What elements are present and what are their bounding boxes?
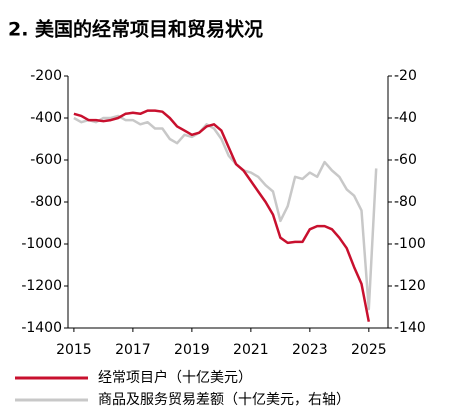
chart-title: 2. 美国的经常项目和贸易状况 [8, 18, 263, 41]
y-tick-label: -1400 [21, 320, 62, 336]
y2-tick-label: -60 [394, 152, 417, 168]
y2-tick-label: -100 [394, 236, 426, 252]
y-tick-label: -1200 [21, 278, 62, 294]
x-tick-label: 2025 [351, 342, 387, 358]
legend-label: 经常项目户（十亿美元） [98, 369, 252, 386]
y-tick-label: -600 [30, 152, 62, 168]
y-tick-label: -400 [30, 110, 62, 126]
y2-tick-label: -40 [394, 110, 417, 126]
series-line [73, 114, 378, 311]
x-tick-label: 2015 [56, 342, 92, 358]
x-tick-label: 2023 [292, 342, 328, 358]
y-tick-label: -800 [30, 194, 62, 210]
series-line [73, 109, 371, 322]
y2-tick-label: -120 [394, 278, 426, 294]
x-tick-label: 2017 [115, 342, 151, 358]
y2-tick-label: -140 [394, 320, 426, 336]
x-tick-label: 2019 [174, 342, 210, 358]
x-tick-label: 2021 [233, 342, 269, 358]
y-tick-label: -200 [30, 68, 62, 84]
legend-label: 商品及服务贸易差额（十亿美元，右轴） [98, 392, 350, 408]
y-tick-label: -1000 [21, 236, 62, 252]
y2-tick-label: -80 [394, 194, 417, 210]
y2-tick-label: -20 [394, 68, 417, 84]
